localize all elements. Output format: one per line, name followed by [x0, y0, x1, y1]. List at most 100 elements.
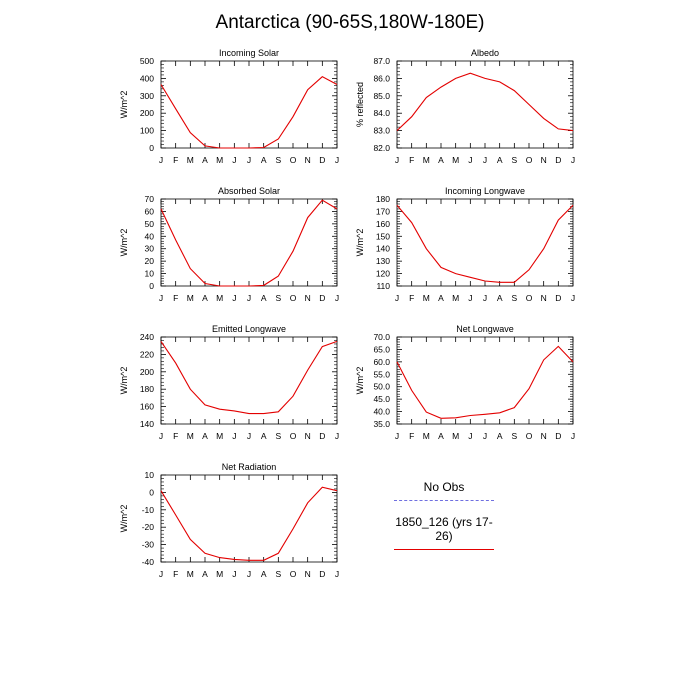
y-tick-label: 60	[145, 206, 155, 216]
x-tick-label: J	[159, 293, 163, 303]
x-tick-label: D	[319, 431, 325, 441]
y-tick-label: 160	[140, 402, 154, 412]
y-tick-label: 40.0	[373, 407, 390, 417]
y-axis-label: W/m^2	[355, 367, 365, 395]
x-tick-label: S	[275, 293, 281, 303]
x-tick-label: J	[483, 293, 487, 303]
y-tick-label: 180	[140, 384, 154, 394]
y-tick-label: 180	[376, 194, 390, 204]
y-tick-label: 10	[145, 470, 155, 480]
legend-label-model: 1850_126 (yrs 17-26)	[395, 515, 493, 543]
x-tick-label: D	[555, 431, 561, 441]
x-tick-label: J	[159, 431, 163, 441]
y-tick-label: 160	[376, 219, 390, 229]
y-tick-label: 35.0	[373, 419, 390, 429]
y-tick-label: 0	[149, 487, 154, 497]
x-tick-label: J	[571, 431, 575, 441]
y-tick-label: -20	[142, 522, 155, 532]
x-tick-label: S	[275, 155, 281, 165]
x-tick-label: F	[173, 293, 178, 303]
y-tick-label: 200	[140, 108, 154, 118]
x-tick-label: J	[232, 569, 236, 579]
y-tick-label: 110	[376, 281, 390, 291]
x-tick-label: A	[261, 293, 267, 303]
x-tick-label: S	[275, 431, 281, 441]
y-tick-label: 240	[140, 332, 154, 342]
x-tick-label: J	[247, 293, 251, 303]
series-line	[160, 486, 338, 561]
x-tick-label: J	[571, 155, 575, 165]
y-tick-label: -30	[142, 540, 155, 550]
y-tick-label: 86.0	[373, 73, 390, 83]
x-tick-label: N	[305, 155, 311, 165]
x-tick-label: M	[423, 155, 430, 165]
x-tick-label: A	[438, 155, 444, 165]
x-tick-label: A	[261, 569, 267, 579]
y-tick-label: 120	[376, 269, 390, 279]
x-tick-label: S	[511, 431, 517, 441]
y-tick-label: 100	[140, 126, 154, 136]
y-tick-label: 200	[140, 367, 154, 377]
legend-line-model	[394, 549, 494, 550]
panel-title: Albedo	[471, 48, 499, 58]
y-tick-label: 45.0	[373, 394, 390, 404]
legend-line-no-obs	[394, 500, 494, 501]
x-tick-label: A	[497, 431, 503, 441]
x-tick-label: M	[423, 293, 430, 303]
series-line	[160, 340, 338, 415]
x-tick-label: J	[232, 155, 236, 165]
y-tick-label: 85.0	[373, 91, 390, 101]
y-tick-label: 0	[149, 143, 154, 153]
x-tick-label: O	[526, 155, 533, 165]
x-tick-label: N	[305, 431, 311, 441]
y-tick-label: 10	[145, 269, 155, 279]
x-tick-label: F	[409, 155, 414, 165]
x-tick-label: F	[173, 569, 178, 579]
x-tick-label: M	[452, 155, 459, 165]
panel-title: Incoming Solar	[219, 48, 279, 58]
x-tick-label: S	[511, 155, 517, 165]
series-line	[160, 199, 338, 287]
y-tick-label: 220	[140, 349, 154, 359]
x-tick-label: O	[526, 293, 533, 303]
x-tick-label: A	[261, 155, 267, 165]
x-tick-label: J	[159, 155, 163, 165]
panel-title: Incoming Longwave	[445, 186, 525, 196]
y-axis-label: W/m^2	[119, 91, 129, 119]
y-axis-label: % reflected	[355, 82, 365, 127]
panel-title: Absorbed Solar	[218, 186, 280, 196]
x-tick-label: O	[290, 431, 297, 441]
x-tick-label: J	[232, 293, 236, 303]
x-tick-label: F	[173, 155, 178, 165]
x-tick-label: D	[555, 155, 561, 165]
plot-frame	[160, 60, 338, 149]
x-tick-label: A	[497, 293, 503, 303]
y-tick-label: 82.0	[373, 143, 390, 153]
series-line	[396, 72, 574, 132]
y-tick-label: 83.0	[373, 126, 390, 136]
y-tick-label: 55.0	[373, 369, 390, 379]
x-tick-label: J	[483, 431, 487, 441]
y-tick-label: 40	[145, 231, 155, 241]
x-tick-label: O	[526, 431, 533, 441]
plot-frame	[160, 198, 338, 287]
y-tick-label: 150	[376, 231, 390, 241]
y-axis-label: W/m^2	[119, 229, 129, 257]
y-tick-label: 500	[140, 56, 154, 66]
panel-title: Net Longwave	[456, 324, 514, 334]
x-tick-label: M	[216, 293, 223, 303]
y-tick-label: 20	[145, 256, 155, 266]
plot-frame	[396, 336, 574, 425]
x-tick-label: A	[202, 431, 208, 441]
y-axis-label: W/m^2	[355, 229, 365, 257]
x-tick-label: J	[468, 293, 472, 303]
y-tick-label: 140	[376, 244, 390, 254]
x-tick-label: J	[395, 431, 399, 441]
x-tick-label: M	[216, 431, 223, 441]
x-tick-label: J	[335, 431, 339, 441]
